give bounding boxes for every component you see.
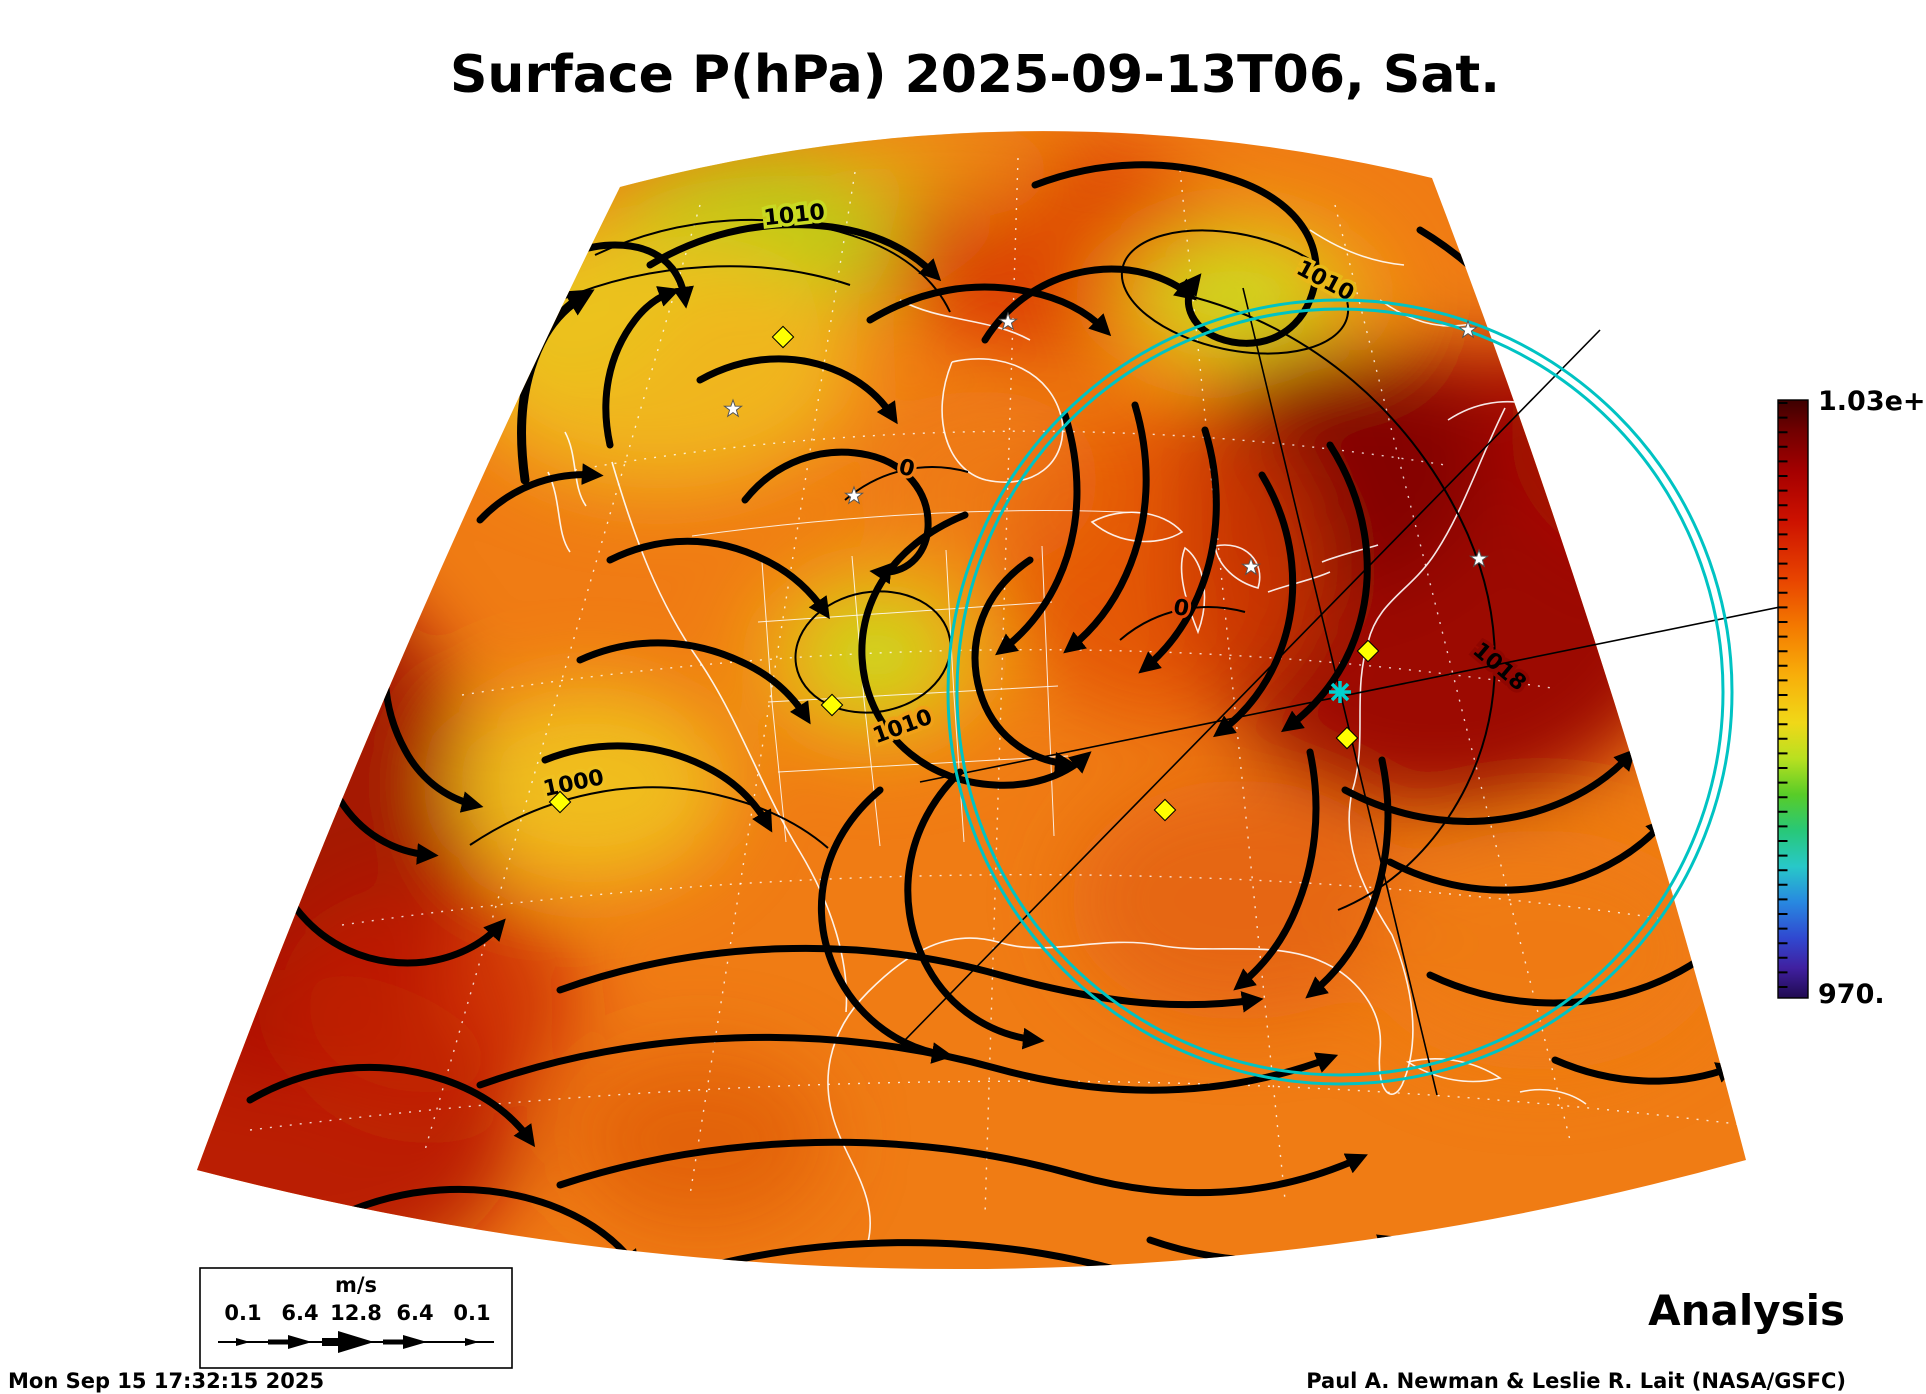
map-canvas: 1010 1010 1018 1010 1000 0 0 bbox=[197, 131, 1746, 1270]
wind-arrow-scale-icon bbox=[218, 1331, 494, 1353]
wind-legend-units: m/s bbox=[335, 1273, 377, 1297]
page-title: Surface P(hPa) 2025-09-13T06, Sat. bbox=[450, 45, 1500, 105]
ring-center-marker bbox=[1329, 681, 1351, 703]
footer-credit: Paul A. Newman & Leslie R. Lait (NASA/GS… bbox=[1306, 1369, 1846, 1393]
product-label: Analysis bbox=[1648, 1286, 1845, 1335]
crosshair-line-2 bbox=[919, 604, 1791, 783]
graticule bbox=[249, 157, 1746, 1216]
wind-speed-legend: m/s 0.1 6.4 12.8 6.4 0.1 bbox=[199, 1267, 513, 1369]
wind-speed-value: 0.1 bbox=[453, 1301, 490, 1325]
satellite-footprint-ring bbox=[946, 298, 1734, 1086]
footer-timestamp: Mon Sep 15 17:32:15 2025 bbox=[8, 1369, 324, 1393]
wind-speed-value: 6.4 bbox=[396, 1301, 433, 1325]
colorbar-max-label: 1.03e+03 bbox=[1818, 386, 1926, 417]
colorbar-min-label: 970. bbox=[1818, 979, 1885, 1010]
wind-legend-box bbox=[199, 1267, 513, 1369]
wind-speed-value: 12.8 bbox=[330, 1301, 382, 1325]
colorbar: 1.03e+03 970. bbox=[1777, 386, 1926, 1010]
contour-label-0-b: 0 bbox=[1171, 595, 1190, 622]
wind-streamlines bbox=[246, 161, 1746, 1270]
wind-speed-value: 6.4 bbox=[281, 1301, 318, 1325]
wind-speed-value: 0.1 bbox=[224, 1301, 261, 1325]
colorbar-gradient bbox=[1777, 399, 1809, 999]
